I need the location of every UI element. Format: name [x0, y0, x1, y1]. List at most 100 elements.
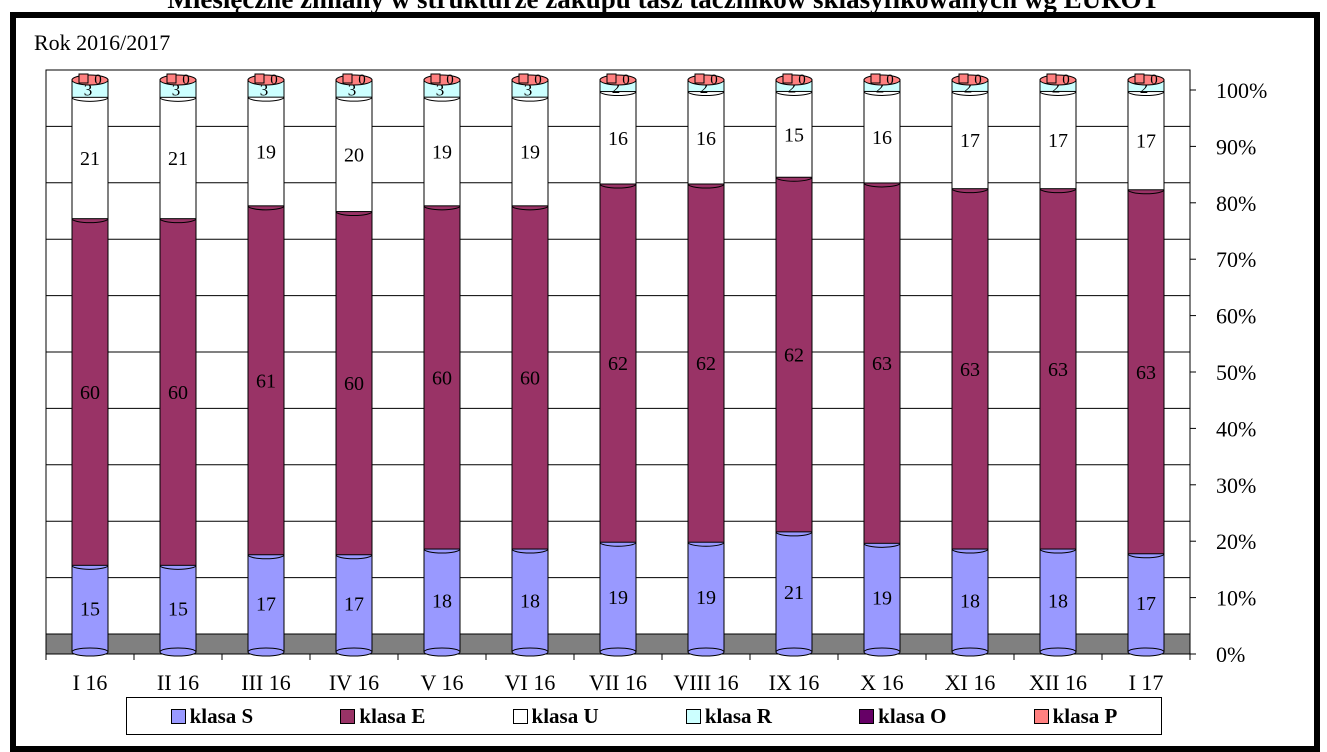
data-label: 21: [168, 148, 188, 170]
bar-segment-klasa-u: [1127, 91, 1165, 191]
data-label: 60: [168, 382, 188, 404]
data-label: 62: [608, 353, 628, 375]
data-label: 18: [960, 591, 980, 613]
data-label: 62: [696, 353, 716, 375]
bar-top-cap: [511, 74, 549, 86]
data-label: 16: [696, 128, 716, 150]
legend-item-klasa-r: klasa R: [685, 703, 772, 729]
data-label: 18: [520, 591, 540, 613]
bar-top-cap: [423, 74, 461, 86]
data-label: 60: [432, 367, 452, 389]
zero-series-marker: [78, 73, 89, 84]
data-label: 2: [1052, 78, 1061, 97]
data-label: 3: [172, 81, 181, 100]
legend-label: klasa O: [878, 703, 947, 728]
bar-base: [247, 647, 285, 657]
data-label: 63: [1048, 359, 1068, 381]
bar-top-cap: [863, 74, 901, 86]
data-label: 19: [256, 142, 276, 164]
bar-stack-v-16: 18 60 19 30: [423, 72, 461, 657]
legend-swatch: [170, 708, 186, 724]
bar-segment-klasa-u: [775, 90, 813, 178]
bar-segment-klasa-e: [863, 182, 901, 544]
data-label: 2: [700, 78, 709, 97]
bar-base: [511, 647, 549, 657]
bar-segment-klasa-u: [951, 90, 989, 190]
data-label: 15: [784, 124, 804, 146]
bar-top-cap: [687, 74, 725, 86]
data-label: 0: [798, 72, 806, 88]
bar-stack-xii-16: 18 63 17 2 0: [1039, 72, 1077, 657]
legend-swatch: [1033, 708, 1049, 724]
bar-segment-klasa-u: [1039, 90, 1077, 190]
bar-segment-klasa-u: [687, 91, 725, 185]
bar-base: [1039, 647, 1077, 657]
y-tick-label: 100%: [1216, 78, 1267, 103]
bar-segment-klasa-s: [71, 564, 109, 653]
bar-segment-klasa-u: [71, 96, 109, 220]
data-label: 15: [168, 599, 188, 621]
legend-item-klasa-p: klasa P: [1033, 703, 1118, 729]
y-tick-label: 70%: [1216, 247, 1256, 272]
bar-segment-klasa-u: [423, 96, 461, 207]
y-tick-label: 0%: [1216, 642, 1245, 667]
zero-series-marker: [518, 73, 529, 84]
bar-base: [159, 647, 197, 657]
data-label: 63: [960, 359, 980, 381]
bar-segment-klasa-u: [599, 91, 637, 185]
data-label: 17: [1048, 130, 1068, 152]
legend-swatch: [340, 708, 356, 724]
page-title: Miesięczne zmiany w strukturze zakupu ta…: [0, 0, 1327, 13]
bar-segment-klasa-u: [247, 96, 285, 207]
bar-stack-iii-16: 17 61 19 30: [247, 72, 285, 657]
data-label: 3: [524, 81, 533, 100]
bar-base: [951, 647, 989, 657]
y-tick-label: 30%: [1216, 473, 1256, 498]
bar-top-cap: [1127, 74, 1165, 86]
bar-segment-klasa-e: [159, 218, 197, 566]
bar-base: [335, 647, 373, 657]
y-tick-label: 80%: [1216, 191, 1256, 216]
bar-stack-vi-16: 18 60 19 30: [511, 72, 549, 657]
data-label: 62: [784, 345, 804, 367]
y-tick-label: 60%: [1216, 304, 1256, 329]
legend-label: klasa R: [704, 703, 772, 728]
data-label: 2: [612, 78, 621, 97]
data-label: 63: [872, 353, 892, 375]
data-label: 0: [886, 72, 894, 88]
data-label: 63: [1136, 362, 1156, 384]
bar-stack-vii-16: 19 62 16 2 0: [599, 72, 637, 657]
x-tick-label: VII 16: [589, 670, 647, 695]
bar-base: [423, 647, 461, 657]
data-label: 0: [1062, 72, 1070, 88]
bar-stack-i-17: 17 63 17 2 0: [1127, 72, 1165, 657]
zero-series-marker: [166, 73, 177, 84]
bar-segment-klasa-u: [159, 96, 197, 220]
bar-segment-klasa-s: [335, 554, 373, 653]
x-tick-label: X 16: [860, 670, 903, 695]
bar-base: [775, 647, 813, 657]
bar-top-cap: [951, 74, 989, 86]
bar-segment-klasa-s: [599, 541, 637, 653]
bar-segment-klasa-e: [335, 211, 373, 556]
data-label: 2: [1140, 78, 1149, 97]
bar-top-cap: [599, 74, 637, 86]
legend-label: klasa P: [1052, 703, 1118, 728]
x-tick-label: XII 16: [1029, 670, 1087, 695]
data-label: 2: [964, 78, 973, 97]
legend-item-klasa-u: klasa U: [512, 704, 599, 729]
data-label: 21: [784, 582, 804, 604]
data-label: 0: [270, 72, 278, 88]
data-label: 17: [1136, 593, 1156, 615]
bar-segment-klasa-e: [247, 205, 285, 556]
zero-series-marker: [342, 73, 353, 84]
bar-segment-klasa-u: [863, 90, 901, 184]
bar-segment-klasa-e: [1039, 188, 1077, 550]
data-label: 3: [260, 81, 269, 100]
x-tick-label: XI 16: [945, 670, 996, 695]
y-tick-label: 10%: [1216, 586, 1256, 611]
bar-stack-xi-16: 18 63 17 2 0: [951, 72, 989, 657]
data-label: 18: [1048, 591, 1068, 613]
data-label: 0: [446, 72, 454, 88]
